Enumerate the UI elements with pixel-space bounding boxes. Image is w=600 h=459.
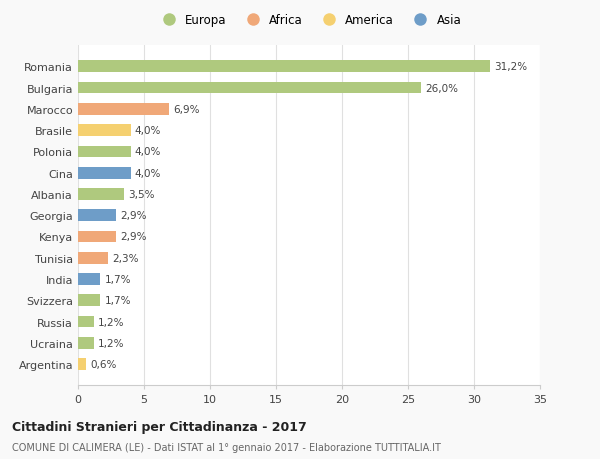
- Text: COMUNE DI CALIMERA (LE) - Dati ISTAT al 1° gennaio 2017 - Elaborazione TUTTITALI: COMUNE DI CALIMERA (LE) - Dati ISTAT al …: [12, 442, 441, 452]
- Bar: [78, 252, 109, 264]
- Bar: [78, 358, 86, 370]
- Text: 4,0%: 4,0%: [135, 168, 161, 178]
- Bar: [78, 274, 100, 285]
- Text: 4,0%: 4,0%: [135, 147, 161, 157]
- Text: 1,7%: 1,7%: [104, 274, 131, 285]
- Text: 31,2%: 31,2%: [494, 62, 527, 72]
- Legend: Europa, Africa, America, Asia: Europa, Africa, America, Asia: [157, 14, 461, 28]
- Bar: [78, 168, 131, 179]
- Text: 0,6%: 0,6%: [90, 359, 116, 369]
- Text: 26,0%: 26,0%: [425, 84, 458, 93]
- Bar: [78, 146, 131, 158]
- Bar: [78, 104, 169, 116]
- Text: 2,9%: 2,9%: [120, 211, 147, 221]
- Text: Cittadini Stranieri per Cittadinanza - 2017: Cittadini Stranieri per Cittadinanza - 2…: [12, 420, 307, 433]
- Bar: [78, 210, 116, 222]
- Text: 1,2%: 1,2%: [98, 317, 124, 327]
- Bar: [78, 62, 490, 73]
- Text: 2,9%: 2,9%: [120, 232, 147, 242]
- Bar: [78, 316, 94, 328]
- Bar: [78, 231, 116, 243]
- Text: 2,3%: 2,3%: [112, 253, 139, 263]
- Text: 3,5%: 3,5%: [128, 190, 155, 200]
- Text: 1,2%: 1,2%: [98, 338, 124, 348]
- Bar: [78, 125, 131, 137]
- Bar: [78, 189, 124, 200]
- Text: 4,0%: 4,0%: [135, 126, 161, 136]
- Bar: [78, 337, 94, 349]
- Bar: [78, 83, 421, 94]
- Text: 6,9%: 6,9%: [173, 105, 200, 115]
- Bar: [78, 295, 100, 307]
- Text: 1,7%: 1,7%: [104, 296, 131, 306]
